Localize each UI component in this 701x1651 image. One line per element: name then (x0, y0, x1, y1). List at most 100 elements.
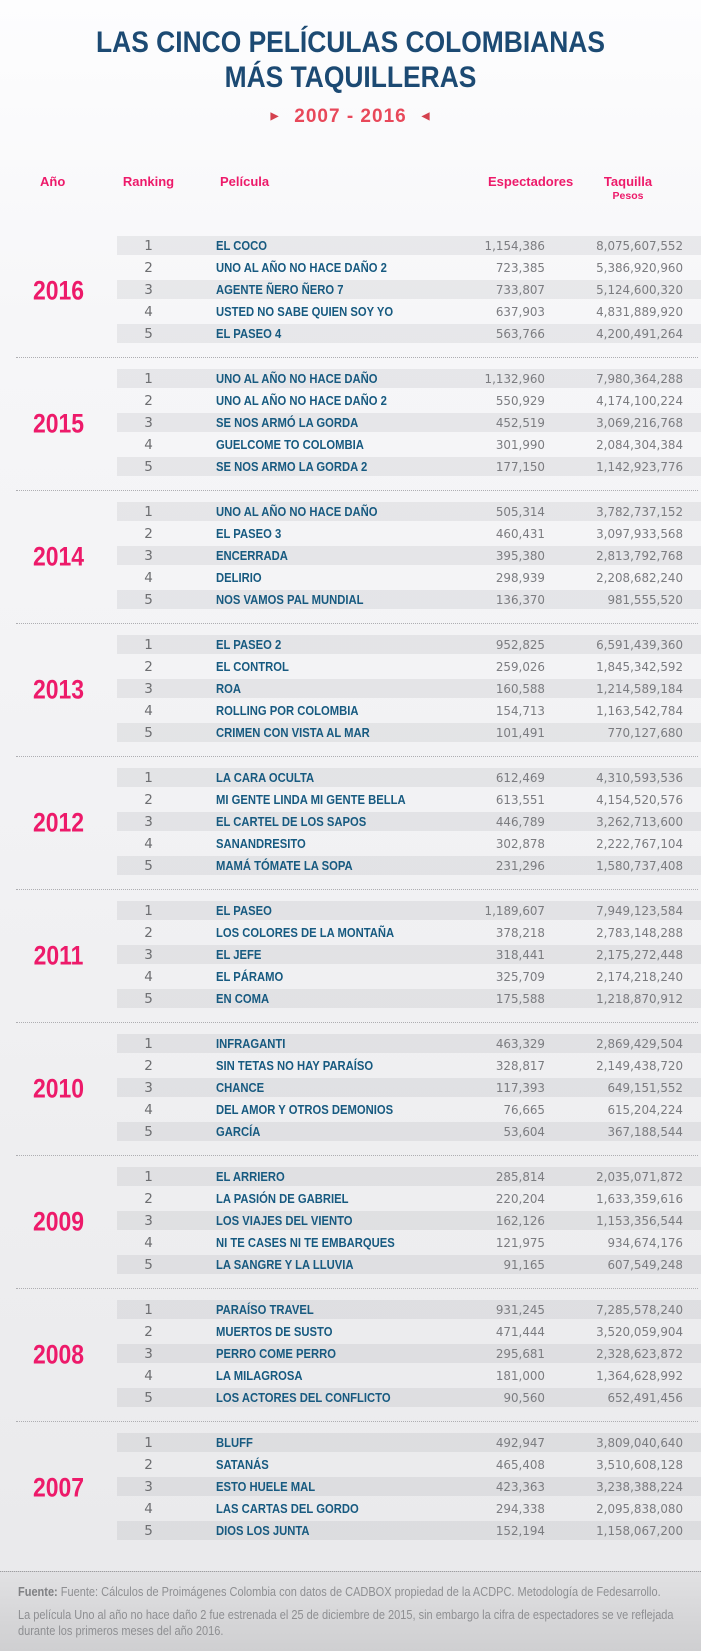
viewers-cell: 1,132,960 (484, 371, 545, 386)
table-row: 5 EL PASEO 4 563,766 4,200,491,264 (0, 324, 701, 343)
boxoffice-cell: 3,809,040,640 (596, 1435, 683, 1450)
boxoffice-cell: 1,364,628,992 (596, 1368, 683, 1383)
table-row: 4 USTED NO SABE QUIEN SOY YO 637,903 4,8… (0, 302, 701, 321)
year-block: 2013 1 EL PASEO 2 952,825 6,591,439,360 … (0, 623, 701, 756)
year-rows: 1 INFRAGANTI 463,329 2,869,429,504 2 SIN… (0, 1034, 701, 1141)
rank-cell: 1 (144, 1301, 153, 1318)
movie-title-cell: LOS VIAJES DEL VIENTO (216, 1213, 353, 1228)
movie-title-cell: BLUFF (216, 1435, 253, 1450)
table-row: 2 MUERTOS DE SUSTO 471,444 3,520,059,904 (0, 1322, 701, 1341)
movie-title-cell: EL PASEO 3 (216, 526, 282, 541)
source-line: Fuente: Fuente: Cálculos de Proimágenes … (18, 1584, 680, 1600)
movie-title-cell: LA MILAGROSA (216, 1368, 303, 1383)
table-row: 5 SE NOS ARMO LA GORDA 2 177,150 1,142,9… (0, 457, 701, 476)
movie-title-cell: PERRO COME PERRO (216, 1346, 337, 1361)
movie-title-cell: DELIRIO (216, 570, 262, 585)
table-row: 2 UNO AL AÑO NO HACE DAÑO 2 723,385 5,38… (0, 258, 701, 277)
rank-cell: 3 (144, 281, 153, 298)
year-rows: 1 EL PASEO 2 952,825 6,591,439,360 2 EL … (0, 635, 701, 742)
movie-title-cell: CRIMEN CON VISTA AL MAR (216, 725, 370, 740)
boxoffice-cell: 4,831,889,920 (596, 304, 683, 319)
movie-title-cell: DIOS LOS JUNTA (216, 1523, 310, 1538)
year-label: 2007 (32, 1472, 85, 1502)
viewers-cell: 294,338 (495, 1501, 545, 1516)
rank-cell: 2 (144, 525, 153, 542)
table-row: 4 DELIRIO 298,939 2,208,682,240 (0, 568, 701, 587)
year-block: 2016 1 EL COCO 1,154,386 8,075,607,552 2… (0, 224, 701, 357)
year-block: 2010 1 INFRAGANTI 463,329 2,869,429,504 … (0, 1022, 701, 1155)
table-row: 2 SIN TETAS NO HAY PARAÍSO 328,817 2,149… (0, 1056, 701, 1075)
boxoffice-cell: 7,949,123,584 (596, 903, 683, 918)
rank-cell: 4 (144, 835, 153, 852)
movie-title-cell: ENCERRADA (216, 548, 288, 563)
boxoffice-cell: 2,869,429,504 (596, 1036, 683, 1051)
viewers-cell: 301,990 (495, 437, 545, 452)
movie-title-cell: ROLLING POR COLOMBIA (216, 703, 359, 718)
table-row: 3 ESTO HUELE MAL 423,363 3,238,388,224 (0, 1477, 701, 1496)
viewers-cell: 136,370 (495, 592, 545, 607)
viewers-cell: 90,560 (503, 1390, 545, 1405)
rank-cell: 5 (144, 1256, 153, 1273)
table-row: 4 LAS CARTAS DEL GORDO 294,338 2,095,838… (0, 1499, 701, 1518)
year-label: 2014 (32, 541, 85, 571)
year-block: 2012 1 LA CARA OCULTA 612,469 4,310,593,… (0, 756, 701, 889)
column-header-year: Año (40, 174, 66, 189)
rank-cell: 3 (144, 946, 153, 963)
movie-title-cell: SIN TETAS NO HAY PARAÍSO (216, 1058, 374, 1073)
table-row: 4 NI TE CASES NI TE EMBARQUES 121,975 93… (0, 1233, 701, 1252)
footer: Fuente: Fuente: Cálculos de Proimágenes … (0, 1571, 701, 1651)
boxoffice-cell: 367,188,544 (607, 1124, 683, 1139)
table-row: 3 EL CARTEL DE LOS SAPOS 446,789 3,262,7… (0, 812, 701, 831)
viewers-cell: 152,194 (495, 1523, 545, 1538)
movie-title-cell: UNO AL AÑO NO HACE DAÑO 2 (216, 393, 387, 408)
table-row: 4 ROLLING POR COLOMBIA 154,713 1,163,542… (0, 701, 701, 720)
boxoffice-cell: 649,151,552 (607, 1080, 683, 1095)
column-header-boxoffice-unit: Pesos (612, 190, 644, 202)
rank-cell: 1 (144, 769, 153, 786)
boxoffice-cell: 1,158,067,200 (596, 1523, 683, 1538)
date-range-subtitle: ▶ 2007 - 2016 ◀ (271, 106, 431, 128)
viewers-cell: 76,665 (503, 1102, 545, 1117)
viewers-cell: 259,026 (495, 659, 545, 674)
boxoffice-cell: 4,310,593,536 (596, 770, 683, 785)
table-row: 5 EN COMA 175,588 1,218,870,912 (0, 989, 701, 1008)
boxoffice-cell: 2,035,071,872 (596, 1169, 683, 1184)
column-header-boxoffice-label: Taquilla (603, 174, 653, 189)
year-block: 2009 1 EL ARRIERO 285,814 2,035,071,872 … (0, 1155, 701, 1288)
year-label: 2012 (32, 807, 85, 837)
table-row: 1 EL PASEO 2 952,825 6,591,439,360 (0, 635, 701, 654)
movie-title-cell: NI TE CASES NI TE EMBARQUES (216, 1235, 395, 1250)
boxoffice-cell: 1,633,359,616 (596, 1191, 683, 1206)
year-rows: 1 PARAÍSO TRAVEL 931,245 7,285,578,240 2… (0, 1300, 701, 1407)
viewers-cell: 117,393 (495, 1080, 545, 1095)
rank-cell: 5 (144, 857, 153, 874)
boxoffice-cell: 981,555,520 (607, 592, 683, 607)
table-row: 3 AGENTE ÑERO ÑERO 7 733,807 5,124,600,3… (0, 280, 701, 299)
table-column-headers: Año Ranking Película Espectadores Taquil… (0, 174, 701, 208)
movie-title-cell: PARAÍSO TRAVEL (216, 1302, 314, 1317)
movie-title-cell: EN COMA (216, 991, 270, 1006)
year-label: 2009 (32, 1206, 85, 1236)
boxoffice-cell: 2,222,767,104 (596, 836, 683, 851)
rank-cell: 3 (144, 813, 153, 830)
table-row: 3 ENCERRADA 395,380 2,813,792,768 (0, 546, 701, 565)
table-row: 3 SE NOS ARMÓ LA GORDA 452,519 3,069,216… (0, 413, 701, 432)
viewers-cell: 121,975 (495, 1235, 545, 1250)
movie-title-cell: UNO AL AÑO NO HACE DAÑO (216, 504, 378, 519)
table-row: 1 EL COCO 1,154,386 8,075,607,552 (0, 236, 701, 255)
rank-cell: 2 (144, 1456, 153, 1473)
movie-title-cell: USTED NO SABE QUIEN SOY YO (216, 304, 394, 319)
table-row: 3 PERRO COME PERRO 295,681 2,328,623,872 (0, 1344, 701, 1363)
table-row: 2 EL PASEO 3 460,431 3,097,933,568 (0, 524, 701, 543)
rank-cell: 3 (144, 1478, 153, 1495)
rank-cell: 5 (144, 591, 153, 608)
table-row: 5 LOS ACTORES DEL CONFLICTO 90,560 652,4… (0, 1388, 701, 1407)
viewers-cell: 471,444 (495, 1324, 545, 1339)
column-header-movie: Película (220, 174, 270, 189)
viewers-cell: 177,150 (495, 459, 545, 474)
rank-cell: 5 (144, 990, 153, 1007)
table-row: 1 UNO AL AÑO NO HACE DAÑO 1,132,960 7,98… (0, 369, 701, 388)
boxoffice-cell: 2,095,838,080 (596, 1501, 683, 1516)
rank-cell: 2 (144, 1190, 153, 1207)
rank-cell: 3 (144, 680, 153, 697)
